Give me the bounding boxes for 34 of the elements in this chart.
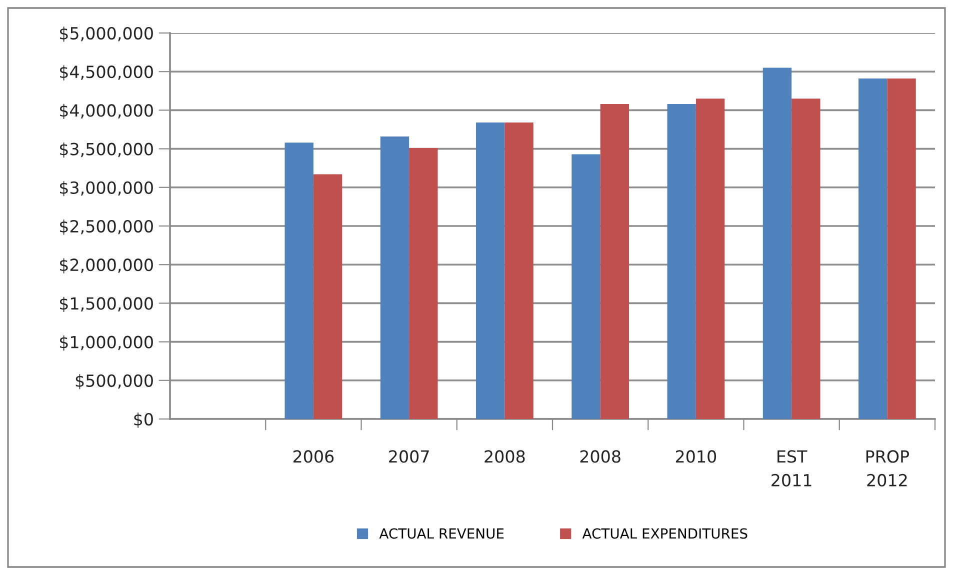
y-tick-label: $2,000,000: [60, 258, 153, 274]
x-tick-label: 2010: [676, 450, 716, 463]
bar: [887, 78, 916, 419]
bar: [762, 68, 792, 419]
y-tick-label: $1,000,000: [60, 335, 153, 351]
bar: [696, 98, 725, 419]
x-tick-label: EST 2011: [772, 450, 812, 487]
y-tick-label: $4,000,000: [60, 104, 153, 119]
y-tick-label: $1,500,000: [60, 296, 153, 312]
x-tick-label: 2008: [580, 450, 620, 463]
y-tick-label: $3,500,000: [60, 142, 153, 158]
bar: [504, 122, 534, 419]
bar: [858, 78, 888, 419]
y-tick-label: $3,000,000: [60, 181, 153, 196]
x-tick-label: PROP 2012: [866, 450, 910, 487]
y-tick-label: $500,000: [76, 374, 153, 390]
y-tick-label: $4,500,000: [60, 65, 153, 80]
bar: [572, 154, 600, 419]
y-tick-label: $0: [134, 412, 153, 428]
y-tick-label: $5,000,000: [60, 26, 153, 42]
bar: [476, 122, 505, 419]
x-tick-label: 2006: [293, 450, 334, 463]
legend-label: ACTUAL REVENUE: [379, 528, 504, 539]
bar: [600, 104, 629, 419]
bar: [380, 136, 410, 419]
bar: [667, 104, 696, 419]
bar: [409, 148, 438, 419]
bar: [284, 142, 314, 419]
x-tick-label: 2008: [484, 450, 525, 463]
y-tick-label: $2,500,000: [60, 220, 153, 235]
bar: [792, 98, 820, 419]
x-tick-label: 2007: [389, 450, 429, 463]
legend-label: ACTUAL EXPENDITURES: [582, 528, 748, 539]
bar: [313, 174, 342, 419]
